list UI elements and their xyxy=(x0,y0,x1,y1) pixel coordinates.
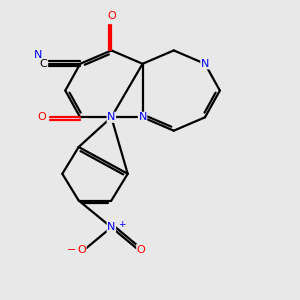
Text: N: N xyxy=(107,222,116,232)
Text: C: C xyxy=(40,59,47,69)
Text: O: O xyxy=(77,244,86,255)
Text: +: + xyxy=(118,220,125,229)
Text: N: N xyxy=(138,112,147,122)
Text: O: O xyxy=(37,112,46,122)
Text: N: N xyxy=(201,59,209,69)
Text: O: O xyxy=(107,11,116,21)
Text: O: O xyxy=(137,244,146,255)
Text: N: N xyxy=(34,50,42,61)
Text: N: N xyxy=(107,112,116,122)
Text: −: − xyxy=(67,244,76,255)
